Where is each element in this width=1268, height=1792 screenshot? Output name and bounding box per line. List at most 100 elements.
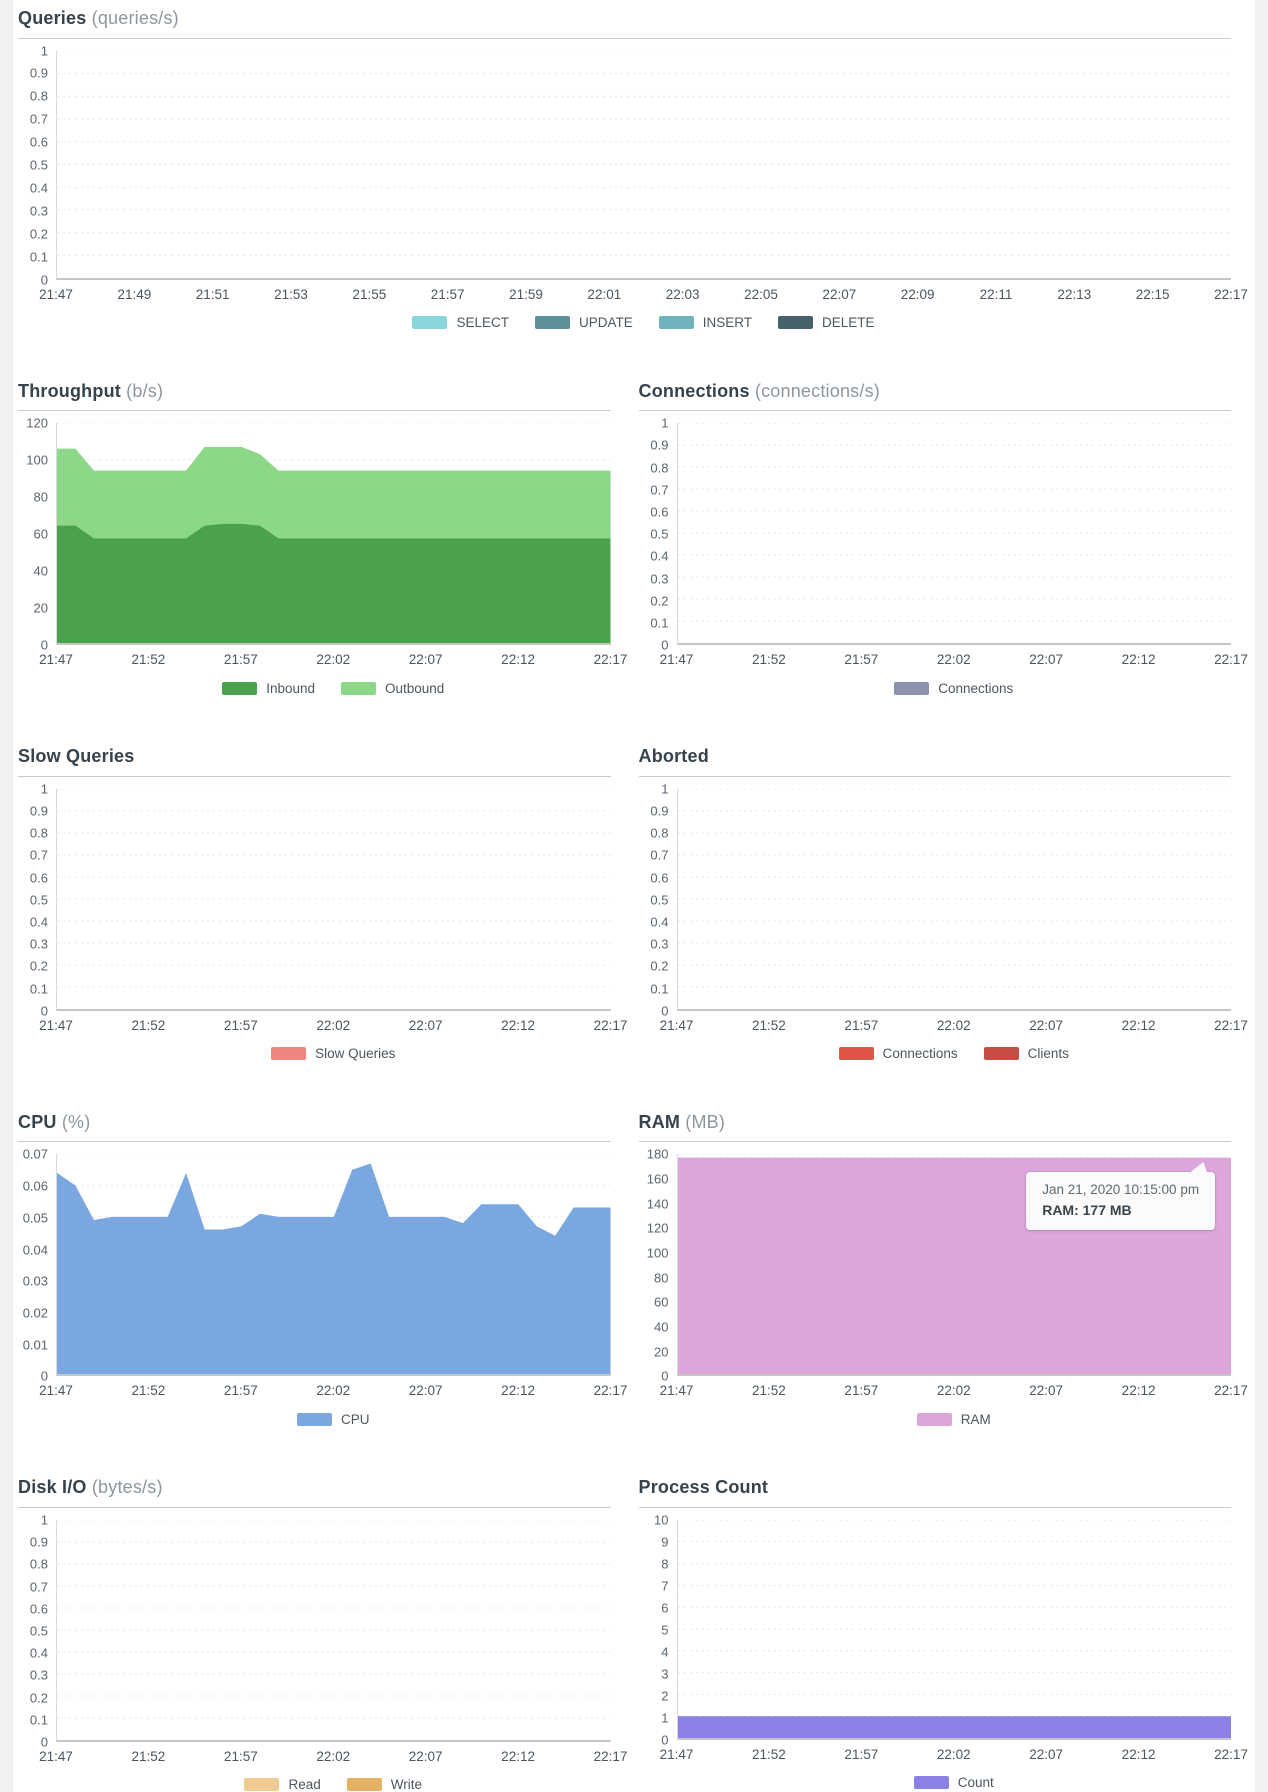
cpu-area-cpu bbox=[57, 1163, 611, 1375]
ram-legend-item-ram[interactable]: RAM bbox=[916, 1412, 991, 1427]
connections-x-tick-label: 22:12 bbox=[1121, 652, 1156, 668]
throughput-legend-item-inbound[interactable]: Inbound bbox=[222, 681, 315, 696]
disk-io-x-tick-label: 22:12 bbox=[501, 1748, 535, 1764]
disk-io-x-tick-label: 22:02 bbox=[316, 1748, 351, 1764]
slow-queries-chart-main: 21:47 21:52 21:57 22:02 22:07 22:12 22:17 Slow … bbox=[39, 788, 627, 1062]
slow-queries-y-tick-label: 0.5 bbox=[29, 892, 48, 908]
queries-legend-item-select[interactable]: SELECT bbox=[412, 315, 509, 330]
connections-y-tick-label: 0.2 bbox=[650, 593, 669, 609]
cpu-legend-item-cpu[interactable]: CPU bbox=[296, 1412, 370, 1427]
process-count-legend-item-count[interactable]: Count bbox=[913, 1775, 994, 1790]
queries-legend-item-insert[interactable]: INSERT bbox=[658, 315, 752, 330]
chart-throughput[interactable]: 120 100 80 60 40 20 0 21:47 21:52 21:57 22:02 22:07… bbox=[18, 417, 627, 696]
disk-io-legend-label: Read bbox=[288, 1777, 321, 1792]
cpu-y-tick-label: 0.06 bbox=[22, 1178, 48, 1194]
chart-disk-io[interactable]: 1 0.9 0.8 0.7 0.6 0.5 0.4 0.3 0.2 0.1 0 21:47 21:52 2… bbox=[18, 1513, 627, 1792]
aborted-legend-item-clients[interactable]: Clients bbox=[983, 1046, 1069, 1062]
cpu-title-unit: (%) bbox=[61, 1111, 91, 1132]
queries-legend-item-delete[interactable]: DELETE bbox=[778, 315, 875, 330]
chart-cpu[interactable]: 0.07 0.06 0.05 0.04 0.03 0.02 0.01 0 21:47 21:52 2… bbox=[18, 1148, 628, 1427]
queries-y-tick-label: 0.5 bbox=[29, 157, 48, 173]
disk-io-legend-item-write[interactable]: Write bbox=[346, 1777, 422, 1792]
queries-legend-label: SELECT bbox=[456, 315, 509, 331]
throughput-series-areas bbox=[57, 447, 611, 644]
cpu-y-tick-label: 0.04 bbox=[22, 1242, 48, 1258]
process-count-x-tick-label: 22:02 bbox=[936, 1746, 971, 1762]
aborted-plot-area[interactable] bbox=[676, 788, 1231, 1011]
chart-ram[interactable]: 180 160 140 120 100 80 60 40 20 0 Jan 21, 2020 10:… bbox=[639, 1148, 1248, 1427]
queries-legend-label: UPDATE bbox=[578, 315, 633, 331]
queries-title-text: Queries bbox=[18, 8, 87, 28]
disk-io-plot-area[interactable] bbox=[56, 1519, 611, 1742]
process-count-x-axis-labels: 21:47 21:52 21:57 22:02 22:07 22:12 22:17 bbox=[660, 1746, 1248, 1765]
slow-queries-y-tick-label: 0.7 bbox=[29, 847, 48, 863]
disk-io-legend-item-read[interactable]: Read bbox=[244, 1777, 321, 1792]
disk-io-y-tick-label: 0.5 bbox=[29, 1623, 48, 1639]
chart-connections[interactable]: 1 0.9 0.8 0.7 0.6 0.5 0.4 0.3 0.2 0.1 0 21:47 21:52 2… bbox=[639, 417, 1248, 696]
aborted-legend-item-connections[interactable]: Connections bbox=[838, 1046, 958, 1061]
connections-legend-item-connections[interactable]: Connections bbox=[894, 681, 1013, 696]
chart-queries[interactable]: 1 0.9 0.8 0.7 0.6 0.5 0.4 0.3 0.2 0.1 0 21:47 21:49 2… bbox=[18, 44, 1248, 331]
disk-io-y-tick-label: 1 bbox=[40, 1512, 48, 1528]
slow-queries-plot-area[interactable] bbox=[56, 788, 611, 1011]
queries-legend-item-update[interactable]: UPDATE bbox=[534, 315, 633, 331]
process-count-y-tick-label: 3 bbox=[661, 1666, 669, 1682]
connections-legend-label: Connections bbox=[938, 680, 1014, 696]
aborted-y-tick-label: 0.8 bbox=[650, 825, 669, 841]
cpu-legend: CPU bbox=[56, 1411, 611, 1427]
throughput-plot-area[interactable] bbox=[56, 423, 611, 646]
disk-io-x-tick-label: 22:17 bbox=[593, 1748, 628, 1764]
section-ram: RAM (MB) 180 160 140 120 100 80 60 40 20 0 Jan 21,… bbox=[638, 1110, 1248, 1428]
throughput-chart-main: 21:47 21:52 21:57 22:02 22:07 22:12 22:17 Inbou… bbox=[39, 423, 627, 696]
chart-process-count[interactable]: 10 9 8 7 6 5 4 3 2 1 0 21:47 21:52 21:57 22:02 22:07 22:… bbox=[639, 1513, 1248, 1791]
ram-plot-area[interactable]: Jan 21, 2020 10:15:00 pm RAM: 177 MB bbox=[676, 1154, 1231, 1377]
process-count-x-tick-label: 21:52 bbox=[752, 1746, 786, 1762]
queries-y-tick-label: 0.4 bbox=[29, 180, 48, 196]
disk-io-legend-swatch bbox=[244, 1778, 280, 1792]
throughput-x-tick-label: 22:17 bbox=[593, 652, 628, 668]
cpu-legend-swatch bbox=[296, 1412, 332, 1426]
disk-io-y-tick-label: 0.3 bbox=[29, 1667, 48, 1683]
process-count-plot-area[interactable] bbox=[676, 1519, 1231, 1740]
cpu-y-tick-label: 0.07 bbox=[22, 1146, 48, 1162]
connections-x-axis-labels: 21:47 21:52 21:57 22:02 22:07 22:12 22:17 bbox=[660, 652, 1248, 670]
section-connections: Connections (connections/s) 1 0.9 0.8 0.7 0.… bbox=[638, 379, 1248, 697]
process-count-x-tick-label: 22:12 bbox=[1121, 1746, 1156, 1762]
queries-plot-area[interactable] bbox=[56, 50, 1231, 280]
slow-queries-y-tick-label: 0.8 bbox=[29, 825, 48, 841]
throughput-area-inbound bbox=[57, 524, 611, 644]
ram-y-tick-label: 140 bbox=[646, 1196, 669, 1212]
row-slowqueries-aborted: Slow Queries 1 0.9 0.8 0.7 0.6 0.5 0.4 0.3 0.2 0.… bbox=[18, 744, 1248, 1062]
aborted-legend-label: Clients bbox=[1027, 1046, 1069, 1062]
row-throughput-connections: Throughput (b/s) 120 100 80 60 40 20 0 21:47 21:… bbox=[18, 379, 1248, 697]
throughput-y-tick-label: 0 bbox=[40, 637, 48, 653]
throughput-legend-item-outbound[interactable]: Outbound bbox=[341, 681, 444, 696]
process-count-x-tick-label: 22:17 bbox=[1214, 1746, 1248, 1762]
process-count-y-tick-label: 6 bbox=[661, 1600, 669, 1616]
throughput-x-tick-label: 22:07 bbox=[408, 652, 443, 668]
disk-io-legend-swatch bbox=[346, 1778, 382, 1792]
chart-aborted[interactable]: 1 0.9 0.8 0.7 0.6 0.5 0.4 0.3 0.2 0.1 0 21:47 21:52 2… bbox=[639, 782, 1247, 1062]
cpu-plot-area[interactable] bbox=[56, 1154, 611, 1377]
connections-plot-area[interactable] bbox=[676, 423, 1231, 646]
disk-io-y-tick-label: 0.8 bbox=[29, 1556, 48, 1572]
queries-x-tick-label: 22:13 bbox=[1057, 286, 1092, 302]
slow-queries-legend-item-slow-queries[interactable]: Slow Queries bbox=[271, 1046, 395, 1061]
slow-queries-x-tick-label: 22:12 bbox=[501, 1017, 535, 1033]
aborted-y-tick-label: 0.1 bbox=[650, 981, 669, 997]
aborted-y-tick-label: 0.4 bbox=[650, 914, 669, 930]
throughput-x-tick-label: 22:02 bbox=[316, 652, 351, 668]
slow-queries-y-axis: 1 0.9 0.8 0.7 0.6 0.5 0.4 0.3 0.2 0.1 0 bbox=[18, 782, 56, 1017]
queries-title: Queries (queries/s) bbox=[18, 6, 1231, 39]
section-slow-queries: Slow Queries 1 0.9 0.8 0.7 0.6 0.5 0.4 0.3 0.2 0.… bbox=[18, 744, 627, 1062]
row-diskio-processcount: Disk I/O (bytes/s) 1 0.9 0.8 0.7 0.6 0.5 0.4 0.… bbox=[18, 1475, 1248, 1792]
throughput-y-tick-label: 60 bbox=[33, 526, 48, 542]
queries-chart-main: 21:47 21:49 21:51 21:53 21:55 21:57 21:59 22:01… bbox=[39, 50, 1248, 331]
process-count-x-tick-label: 21:47 bbox=[659, 1746, 694, 1762]
aborted-legend-swatch bbox=[838, 1047, 874, 1061]
queries-x-tick-label: 21:55 bbox=[352, 286, 387, 302]
chart-slow-queries[interactable]: 1 0.9 0.8 0.7 0.6 0.5 0.4 0.3 0.2 0.1 0 21:47 21:52 2… bbox=[18, 782, 627, 1062]
disk-io-title: Disk I/O (bytes/s) bbox=[18, 1475, 611, 1508]
queries-x-tick-label: 22:17 bbox=[1214, 286, 1248, 302]
aborted-legend-swatch bbox=[983, 1047, 1019, 1061]
